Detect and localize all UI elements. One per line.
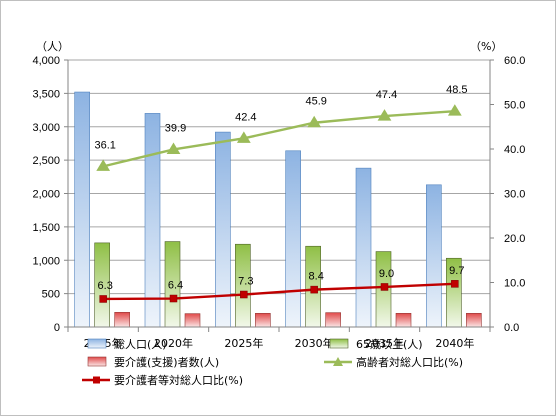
data-label: 36.1	[94, 139, 115, 151]
bar	[466, 313, 482, 328]
legend-label: 要介護者等対総人口比(%)	[114, 373, 243, 387]
x-tick-label: 2035年	[365, 336, 404, 350]
data-labels: 36.1 39.9 42.4 45.9 47.4 48.5 6.3 6.4 7.3 8.4 9.0 9…	[94, 84, 467, 292]
line-marker	[377, 109, 392, 121]
line-marker	[166, 142, 181, 154]
data-label: 9.7	[449, 265, 464, 277]
line-marker	[236, 131, 251, 143]
legend-label: 総人口(人)	[114, 337, 167, 351]
x-tick-label: 2030年	[295, 336, 334, 350]
line-marker	[310, 285, 318, 294]
y-left-tick-label: 3,500	[32, 88, 60, 100]
legend-marker	[333, 357, 343, 366]
y-right-tick-label: 20.0	[504, 233, 525, 245]
legend-label: 65歳以上(人)	[356, 338, 423, 351]
bar	[144, 113, 161, 328]
bar	[395, 313, 412, 328]
data-label: 42.4	[235, 111, 256, 123]
y-right-unit: （%）	[470, 40, 502, 53]
data-label: 48.5	[446, 84, 467, 96]
legend-swatch	[87, 356, 107, 367]
line-marker	[307, 115, 322, 128]
y-left-tick-label: 0	[54, 322, 60, 334]
data-label: 6.3	[98, 280, 113, 292]
line-marker	[240, 290, 248, 299]
data-label: 6.4	[168, 280, 183, 292]
legend-swatch	[329, 338, 349, 349]
line-marker	[169, 294, 178, 303]
line-marker	[96, 159, 111, 171]
y-left-tick-label: 1,000	[32, 255, 60, 267]
y-right-tick-label: 0.0	[504, 322, 519, 334]
bar	[285, 150, 301, 328]
series-line	[103, 282, 455, 301]
data-label: 7.3	[238, 276, 253, 288]
legend-label: 要介護(支援)者数(人)	[114, 355, 219, 369]
y-right-tick-label: 10.0	[504, 278, 525, 290]
bars	[74, 91, 482, 328]
y-left-tick-label: 1,500	[32, 222, 60, 234]
data-label: 47.4	[376, 89, 397, 101]
bar	[114, 312, 130, 328]
y-left-unit: （人）	[36, 40, 69, 53]
lines	[96, 104, 462, 303]
y-left-tick-label: 3,000	[32, 122, 60, 134]
line-marker	[451, 280, 459, 288]
gridlines	[68, 59, 490, 295]
y-left-tick-label: 2,000	[32, 189, 60, 201]
legend: 総人口(人) 65歳以上(人) 要介護(支援)者数(人) 高齢者対総人口比(%) 要介護…	[82, 337, 463, 387]
y-right-tick-label: 30.0	[504, 189, 525, 201]
line-marker	[380, 283, 389, 291]
x-tick-label: 2025年	[224, 336, 263, 350]
bar	[426, 184, 442, 328]
data-label: 8.4	[309, 271, 324, 283]
y-left-tick-label: 500	[42, 289, 60, 301]
data-label: 45.9	[305, 96, 326, 108]
line-marker	[447, 104, 462, 116]
y-right-tick-label: 60.0	[504, 55, 525, 67]
data-label: 39.9	[165, 122, 186, 134]
legend-swatch	[87, 338, 107, 349]
y-right-tick-label: 40.0	[504, 144, 525, 156]
x-tick-label: 2020年	[154, 336, 193, 350]
legend-marker	[93, 376, 100, 384]
bar	[325, 312, 341, 328]
line-marker	[99, 295, 107, 303]
y-left-tick-label: 2,500	[32, 155, 60, 167]
bar	[355, 167, 372, 328]
y-left-tick-label: 4,000	[32, 55, 60, 67]
bar	[74, 91, 90, 328]
series-line	[102, 109, 455, 168]
bar	[255, 313, 271, 328]
bar	[184, 313, 201, 328]
axes: 0 500 1,000 1,500 2,000 2,500 3,000 3,500 4,000 0…	[32, 40, 525, 350]
data-label: 9.0	[379, 268, 394, 280]
x-tick-label: 2040年	[435, 336, 474, 350]
y-right-tick-label: 50.0	[504, 100, 525, 112]
bar	[215, 131, 231, 328]
legend-label: 高齢者対総人口比(%)	[356, 355, 463, 369]
